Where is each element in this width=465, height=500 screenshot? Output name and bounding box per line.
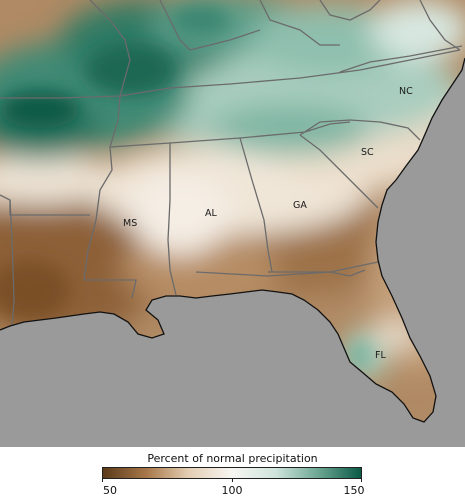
legend-color-bar: [102, 467, 362, 479]
legend: Percent of normal precipitation 50 100 1…: [0, 447, 465, 500]
coastline: [0, 57, 465, 423]
legend-title: Percent of normal precipitation: [147, 452, 318, 465]
state-label-ga: GA: [293, 200, 307, 211]
legend-tick-mark-max: [361, 479, 362, 482]
legend-tick-mid: 100: [221, 484, 243, 497]
legend-tick-min: 50: [103, 484, 117, 497]
legend-tick-mark-min: [102, 479, 103, 482]
state-borders: [0, 0, 463, 327]
state-label-al: AL: [205, 208, 217, 219]
state-label-fl: FL: [375, 350, 386, 361]
legend-tick-max: 150: [343, 484, 365, 497]
precipitation-map: NC SC GA AL MS FL: [0, 0, 465, 447]
state-label-nc: NC: [399, 86, 413, 97]
legend-tick-mark-mid: [232, 479, 233, 482]
map-svg: NC SC GA AL MS FL: [0, 0, 465, 447]
state-label-ms: MS: [123, 218, 137, 229]
state-label-sc: SC: [361, 147, 374, 158]
